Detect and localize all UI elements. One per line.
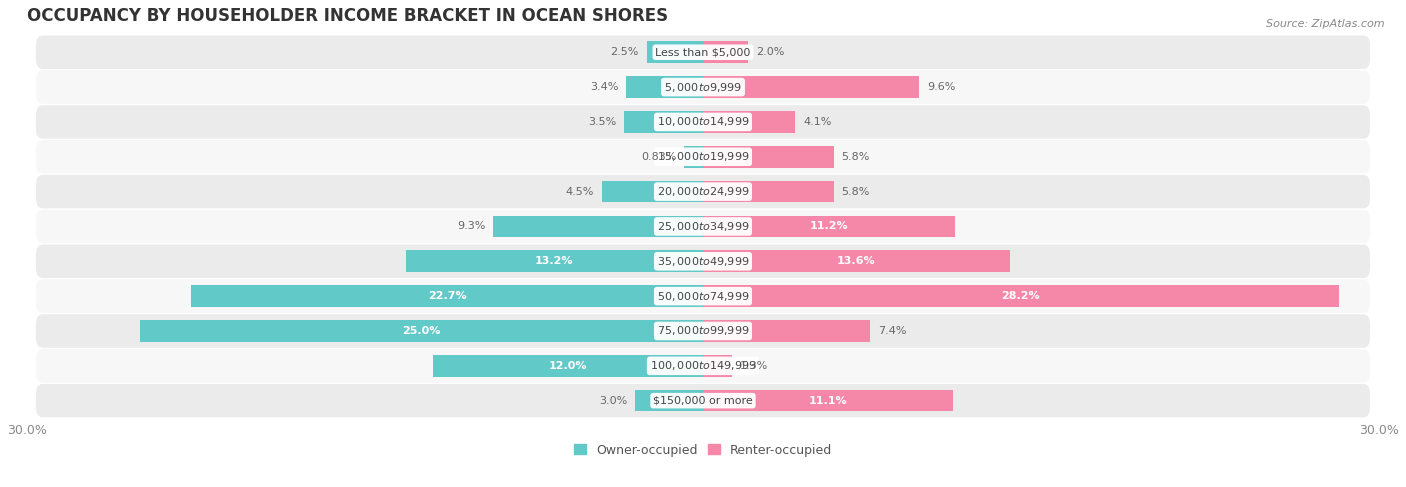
Text: $150,000 or more: $150,000 or more: [654, 395, 752, 406]
FancyBboxPatch shape: [37, 384, 1369, 417]
Text: 22.7%: 22.7%: [427, 291, 467, 301]
Text: $25,000 to $34,999: $25,000 to $34,999: [657, 220, 749, 233]
FancyBboxPatch shape: [37, 140, 1369, 173]
Bar: [685, 146, 703, 168]
Bar: [139, 320, 703, 342]
Text: 11.1%: 11.1%: [808, 395, 848, 406]
Text: 2.5%: 2.5%: [610, 47, 638, 57]
Bar: [703, 111, 796, 133]
Text: 11.2%: 11.2%: [810, 222, 849, 231]
Text: $5,000 to $9,999: $5,000 to $9,999: [664, 80, 742, 94]
Bar: [494, 216, 703, 237]
Bar: [703, 76, 920, 98]
Bar: [703, 355, 733, 376]
Text: 3.4%: 3.4%: [591, 82, 619, 92]
Text: $50,000 to $74,999: $50,000 to $74,999: [657, 290, 749, 302]
Bar: [703, 181, 834, 203]
FancyBboxPatch shape: [37, 210, 1369, 243]
Text: $20,000 to $24,999: $20,000 to $24,999: [657, 185, 749, 198]
Text: 3.5%: 3.5%: [588, 117, 616, 127]
Bar: [627, 76, 703, 98]
Text: 9.3%: 9.3%: [457, 222, 485, 231]
Text: 7.4%: 7.4%: [877, 326, 905, 336]
Text: 25.0%: 25.0%: [402, 326, 440, 336]
Text: 0.83%: 0.83%: [641, 152, 676, 162]
Text: 3.0%: 3.0%: [599, 395, 627, 406]
Text: $75,000 to $99,999: $75,000 to $99,999: [657, 324, 749, 337]
Bar: [703, 285, 1339, 307]
Bar: [433, 355, 703, 376]
Bar: [636, 390, 703, 412]
Text: Less than $5,000: Less than $5,000: [655, 47, 751, 57]
Bar: [703, 320, 870, 342]
FancyBboxPatch shape: [37, 314, 1369, 348]
Text: 5.8%: 5.8%: [842, 152, 870, 162]
FancyBboxPatch shape: [37, 349, 1369, 383]
FancyBboxPatch shape: [37, 244, 1369, 278]
Text: 1.3%: 1.3%: [740, 361, 769, 371]
Bar: [703, 250, 1010, 272]
Text: 2.0%: 2.0%: [756, 47, 785, 57]
Bar: [703, 41, 748, 63]
Text: $15,000 to $19,999: $15,000 to $19,999: [657, 150, 749, 163]
FancyBboxPatch shape: [37, 105, 1369, 139]
Text: 4.5%: 4.5%: [565, 187, 593, 197]
Legend: Owner-occupied, Renter-occupied: Owner-occupied, Renter-occupied: [568, 439, 838, 462]
Bar: [602, 181, 703, 203]
Bar: [647, 41, 703, 63]
Bar: [703, 146, 834, 168]
Text: 28.2%: 28.2%: [1001, 291, 1040, 301]
Text: 12.0%: 12.0%: [548, 361, 588, 371]
Text: 13.2%: 13.2%: [536, 256, 574, 266]
FancyBboxPatch shape: [37, 175, 1369, 208]
Text: 5.8%: 5.8%: [842, 187, 870, 197]
Bar: [191, 285, 703, 307]
Text: 9.6%: 9.6%: [927, 82, 956, 92]
FancyBboxPatch shape: [37, 280, 1369, 313]
Bar: [703, 390, 953, 412]
Text: 13.6%: 13.6%: [837, 256, 876, 266]
Bar: [624, 111, 703, 133]
Text: OCCUPANCY BY HOUSEHOLDER INCOME BRACKET IN OCEAN SHORES: OCCUPANCY BY HOUSEHOLDER INCOME BRACKET …: [27, 7, 668, 25]
FancyBboxPatch shape: [37, 36, 1369, 69]
Text: $35,000 to $49,999: $35,000 to $49,999: [657, 255, 749, 268]
Text: 4.1%: 4.1%: [803, 117, 832, 127]
Text: $10,000 to $14,999: $10,000 to $14,999: [657, 115, 749, 129]
Bar: [405, 250, 703, 272]
FancyBboxPatch shape: [37, 70, 1369, 104]
Text: Source: ZipAtlas.com: Source: ZipAtlas.com: [1267, 19, 1385, 30]
Text: $100,000 to $149,999: $100,000 to $149,999: [650, 359, 756, 373]
Bar: [703, 216, 956, 237]
